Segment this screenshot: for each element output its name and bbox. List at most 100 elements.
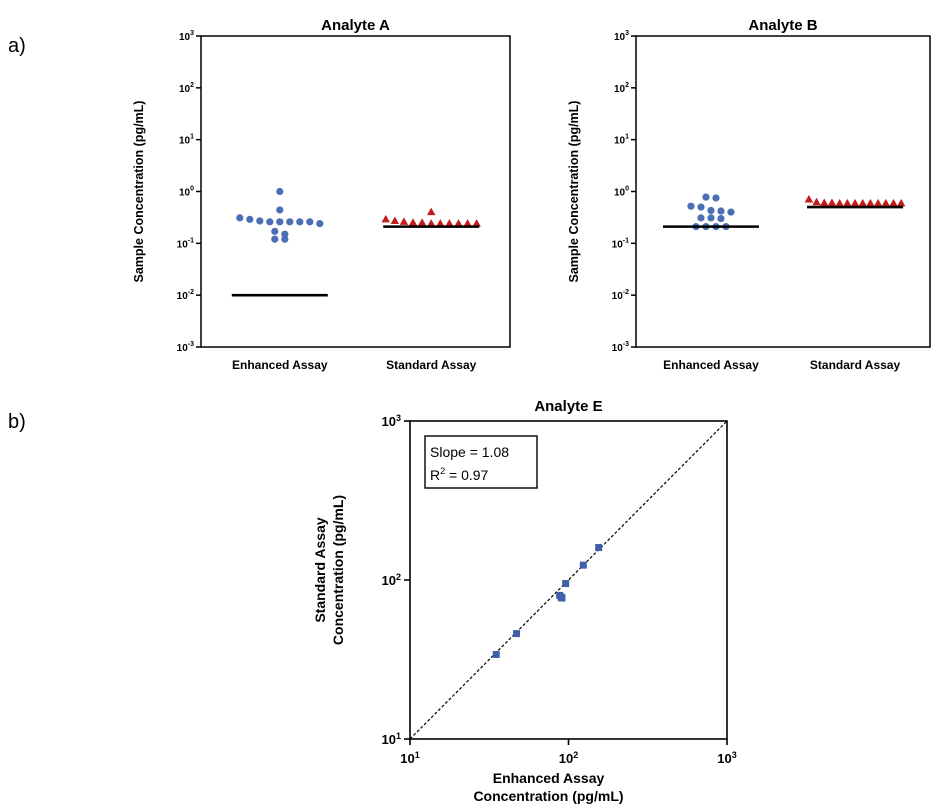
x-category-label: Standard Assay bbox=[386, 358, 477, 372]
data-point bbox=[276, 187, 284, 196]
data-point bbox=[246, 215, 254, 223]
data-point bbox=[276, 206, 284, 214]
data-point bbox=[707, 206, 715, 215]
data-point bbox=[843, 198, 852, 207]
data-point bbox=[463, 219, 472, 227]
data-point bbox=[558, 594, 566, 602]
data-point bbox=[266, 218, 274, 226]
data-point bbox=[835, 198, 844, 207]
data-point bbox=[820, 198, 829, 206]
y-tick-label: 101 bbox=[382, 731, 401, 747]
y-tick-label: 103 bbox=[382, 413, 401, 429]
data-point bbox=[427, 219, 436, 227]
x-tick-label: 101 bbox=[400, 750, 419, 766]
data-point bbox=[687, 202, 695, 210]
data-point bbox=[873, 198, 883, 207]
data-point bbox=[707, 214, 715, 222]
y-tick-label: 10-2 bbox=[177, 289, 194, 302]
data-point bbox=[866, 198, 875, 207]
data-point bbox=[850, 198, 860, 207]
data-point bbox=[417, 218, 427, 226]
data-point bbox=[472, 219, 481, 227]
y-tick-label: 10-2 bbox=[612, 289, 629, 302]
data-point bbox=[896, 198, 906, 207]
x-category-label: Enhanced Assay bbox=[232, 358, 328, 372]
data-point bbox=[276, 218, 284, 226]
y-tick-label: 103 bbox=[614, 30, 629, 43]
y-tick-label: 10-1 bbox=[612, 237, 629, 250]
data-point bbox=[306, 218, 314, 226]
y-tick-label: 10-1 bbox=[177, 237, 194, 250]
data-point bbox=[812, 197, 821, 206]
data-point bbox=[271, 235, 279, 243]
data-point bbox=[381, 214, 390, 223]
data-point bbox=[445, 219, 454, 227]
slope-annotation: Slope = 1.08 bbox=[430, 444, 509, 460]
y-axis-label-line1: Standard Assay bbox=[312, 517, 328, 623]
data-point bbox=[399, 217, 409, 225]
data-point bbox=[408, 218, 418, 226]
chart-analyte-b: Analyte B Sample Concentration (pg/mL) 103… bbox=[567, 17, 931, 372]
y-tick-label: 102 bbox=[382, 572, 401, 588]
y-axis-label-line2: Concentration (pg/mL) bbox=[330, 495, 346, 645]
y-tick-label: 100 bbox=[614, 186, 629, 199]
chart-analyte-e: Analyte E 103 102 101 101 102 103 Enhanced Assa… bbox=[312, 398, 737, 804]
y-tick-label: 103 bbox=[179, 30, 194, 43]
data-point bbox=[513, 630, 521, 638]
data-point bbox=[697, 214, 705, 222]
x-category-label: Enhanced Assay bbox=[663, 358, 759, 372]
data-point bbox=[727, 208, 735, 216]
data-point bbox=[281, 235, 289, 243]
y-tick-label: 101 bbox=[179, 134, 194, 147]
y-axis-label: Sample Concentration (pg/mL) bbox=[132, 101, 146, 283]
y-axis-label: Sample Concentration (pg/mL) bbox=[567, 101, 581, 283]
data-point bbox=[717, 207, 725, 215]
x-axis-label-line1: Enhanced Assay bbox=[493, 770, 605, 786]
data-point bbox=[881, 198, 890, 207]
y-tick-label: 10-3 bbox=[177, 341, 194, 354]
data-point bbox=[717, 215, 725, 223]
panel-label-b: b) bbox=[8, 411, 26, 433]
r2-annotation: R2 = 0.97 bbox=[430, 466, 489, 483]
y-tick-label: 10-3 bbox=[612, 341, 629, 354]
data-point bbox=[436, 219, 445, 227]
data-point bbox=[889, 198, 898, 207]
data-point bbox=[256, 217, 264, 225]
data-point bbox=[454, 219, 463, 227]
x-tick-label: 103 bbox=[717, 750, 736, 766]
data-point bbox=[595, 544, 603, 552]
y-tick-label: 102 bbox=[614, 82, 629, 95]
data-point bbox=[579, 561, 587, 569]
x-tick-label: 102 bbox=[559, 750, 578, 766]
panel-label-a: a) bbox=[8, 35, 26, 57]
y-tick-label: 100 bbox=[179, 186, 194, 199]
data-point bbox=[562, 580, 570, 588]
data-point bbox=[697, 203, 705, 211]
plot-frame bbox=[635, 35, 931, 348]
data-point bbox=[316, 220, 324, 228]
x-axis-label-line2: Concentration (pg/mL) bbox=[473, 788, 623, 804]
y-tick-label: 101 bbox=[614, 134, 629, 147]
data-point bbox=[427, 207, 436, 216]
chart-analyte-a: Analyte A Sample Concentration (pg/mL) 103… bbox=[132, 17, 511, 372]
chart-title: Analyte E bbox=[534, 398, 602, 415]
x-category-label: Standard Assay bbox=[810, 358, 901, 372]
chart-title: Analyte B bbox=[748, 17, 817, 34]
data-point bbox=[858, 198, 867, 207]
data-point bbox=[712, 194, 720, 202]
chart-title: Analyte A bbox=[321, 17, 390, 34]
data-point bbox=[236, 214, 244, 222]
plot-frame bbox=[200, 35, 511, 348]
data-point bbox=[271, 227, 279, 235]
data-point bbox=[281, 230, 289, 238]
data-point bbox=[702, 193, 710, 201]
data-point bbox=[296, 218, 304, 226]
data-point bbox=[804, 195, 814, 203]
data-point bbox=[827, 198, 837, 206]
y-tick-label: 102 bbox=[179, 82, 194, 95]
data-point bbox=[492, 650, 500, 658]
data-point bbox=[390, 216, 400, 224]
annotation-box bbox=[424, 435, 538, 489]
data-point bbox=[286, 218, 294, 226]
